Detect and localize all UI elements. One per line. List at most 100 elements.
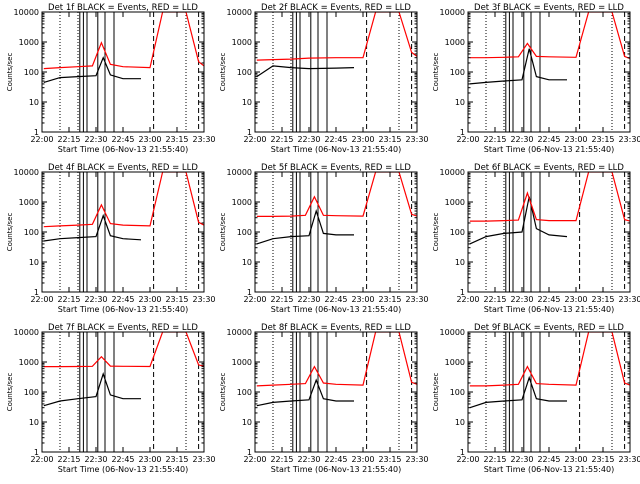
- x-tick-label: 22:45: [324, 135, 347, 144]
- x-tick-label: 23:00: [351, 135, 374, 144]
- x-tick-label: 22:00: [243, 295, 266, 304]
- series-group: [256, 332, 417, 407]
- x-tick-label: 22:15: [57, 455, 80, 464]
- panel-title: Det 3f BLACK = Events, RED = LLD: [474, 3, 624, 13]
- y-tick-label: 1: [460, 128, 465, 137]
- y-tick-label: 10000: [227, 168, 252, 177]
- event-markers: [485, 172, 630, 292]
- x-tick-label: 23:15: [165, 135, 188, 144]
- x-tick-label: 23:30: [405, 455, 428, 464]
- y-tick-label: 10: [242, 418, 252, 427]
- events-series-line: [469, 196, 568, 245]
- detector-panel: 1 10 100 1000 10000 22:00 22:15 22:30 22:45 23:00…: [6, 163, 216, 314]
- x-tick-label: 22:15: [483, 455, 506, 464]
- x-tick-label: 22:00: [30, 295, 53, 304]
- events-series-line: [43, 371, 141, 407]
- y-tick-label: 100: [237, 388, 252, 397]
- x-tick-label: 22:45: [537, 295, 560, 304]
- y-tick-label: 10: [242, 98, 252, 107]
- y-axis-label: Counts/sec: [432, 373, 440, 412]
- y-tick-label: 1: [460, 448, 465, 457]
- x-tick-label: 23:30: [618, 455, 640, 464]
- y-tick-label: 1000: [445, 198, 465, 207]
- detector-panel: 1 10 100 1000 10000 22:00 22:15 22:30 22:45 23:00…: [6, 3, 216, 154]
- y-tick-label: 100: [237, 228, 252, 237]
- x-axis-label: Start Time (06-Nov-13 21:55:40): [58, 145, 188, 154]
- detector-panel: 1 10 100 1000 10000 22:00 22:15 22:30 22:45 23:00…: [432, 163, 640, 314]
- x-axis-label: Start Time (06-Nov-13 21:55:40): [58, 305, 188, 314]
- axes-frame: [467, 11, 631, 133]
- x-tick-label: 22:00: [456, 455, 479, 464]
- lld-series-line: [256, 172, 417, 218]
- series-group: [43, 172, 204, 242]
- x-axis-label: Start Time (06-Nov-13 21:55:40): [271, 465, 401, 474]
- x-tick-label: 23:00: [138, 295, 161, 304]
- panel-title: Det 8f BLACK = Events, RED = LLD: [261, 323, 411, 333]
- x-tick-label: 22:45: [111, 295, 134, 304]
- y-axis-label: Counts/sec: [219, 373, 227, 412]
- lld-series-line: [43, 12, 204, 70]
- y-tick-label: 100: [450, 228, 465, 237]
- lld-series-line: [256, 332, 417, 387]
- x-tick-label: 23:15: [591, 295, 614, 304]
- y-tick-label: 10000: [14, 168, 39, 177]
- x-tick-label: 22:15: [57, 135, 80, 144]
- x-axis-label: Start Time (06-Nov-13 21:55:40): [271, 145, 401, 154]
- y-tick-label: 1: [34, 288, 39, 297]
- x-tick-label: 22:15: [57, 295, 80, 304]
- x-tick-label: 22:30: [297, 455, 320, 464]
- event-markers: [272, 172, 417, 292]
- lld-series-line: [43, 332, 204, 368]
- events-series-line: [469, 48, 567, 85]
- lld-series-line: [469, 332, 630, 387]
- panel-title: Det 6f BLACK = Events, RED = LLD: [474, 163, 624, 173]
- y-tick-label: 1000: [232, 198, 252, 207]
- y-axis-label: Counts/sec: [219, 213, 227, 252]
- events-series-line: [43, 213, 142, 242]
- detector-panel: 1 10 100 1000 10000 22:00 22:15 22:30 22:45 23:00…: [432, 3, 640, 154]
- series-group: [256, 172, 417, 245]
- x-tick-label: 23:00: [564, 295, 587, 304]
- detector-panel: 1 10 100 1000 10000 22:00 22:15 22:30 22:45 23:00…: [6, 323, 216, 474]
- y-tick-label: 1: [247, 128, 252, 137]
- y-axis-label: Counts/sec: [6, 373, 14, 412]
- y-tick-label: 1: [34, 448, 39, 457]
- panel-title: Det 7f BLACK = Events, RED = LLD: [48, 323, 198, 333]
- axes-frame: [254, 11, 418, 133]
- y-tick-label: 100: [237, 68, 252, 77]
- y-tick-label: 1: [247, 288, 252, 297]
- x-tick-label: 23:15: [378, 135, 401, 144]
- detector-panel: 1 10 100 1000 10000 22:00 22:15 22:30 22:45 23:00…: [432, 323, 640, 474]
- x-tick-label: 23:30: [618, 295, 640, 304]
- lld-series-line: [256, 12, 417, 61]
- y-tick-label: 100: [450, 68, 465, 77]
- axes-frame: [254, 331, 418, 453]
- x-tick-label: 22:30: [84, 455, 107, 464]
- y-tick-label: 1000: [19, 38, 39, 47]
- x-tick-label: 22:45: [324, 455, 347, 464]
- x-tick-label: 23:30: [405, 135, 428, 144]
- events-series-line: [469, 375, 567, 409]
- y-tick-label: 10000: [14, 328, 39, 337]
- x-tick-label: 22:00: [243, 455, 266, 464]
- y-axis-label: Counts/sec: [432, 213, 440, 252]
- x-tick-label: 22:30: [297, 295, 320, 304]
- x-tick-label: 22:15: [483, 295, 506, 304]
- event-markers: [59, 172, 204, 292]
- y-tick-label: 10000: [440, 328, 465, 337]
- x-tick-label: 22:30: [510, 295, 533, 304]
- x-axis-label: Start Time (06-Nov-13 21:55:40): [484, 145, 614, 154]
- series-group: [469, 12, 630, 85]
- events-series-line: [256, 378, 354, 407]
- axes-frame: [41, 171, 205, 293]
- x-tick-label: 23:30: [618, 135, 640, 144]
- y-tick-label: 10: [455, 98, 465, 107]
- series-group: [469, 332, 630, 409]
- y-tick-label: 1: [34, 128, 39, 137]
- events-series-line: [43, 56, 141, 83]
- x-axis-label: Start Time (06-Nov-13 21:55:40): [271, 305, 401, 314]
- series-group: [469, 172, 630, 245]
- panel-title: Det 4f BLACK = Events, RED = LLD: [48, 163, 198, 173]
- detector-panel: 1 10 100 1000 10000 22:00 22:15 22:30 22:45 23:00…: [219, 163, 429, 314]
